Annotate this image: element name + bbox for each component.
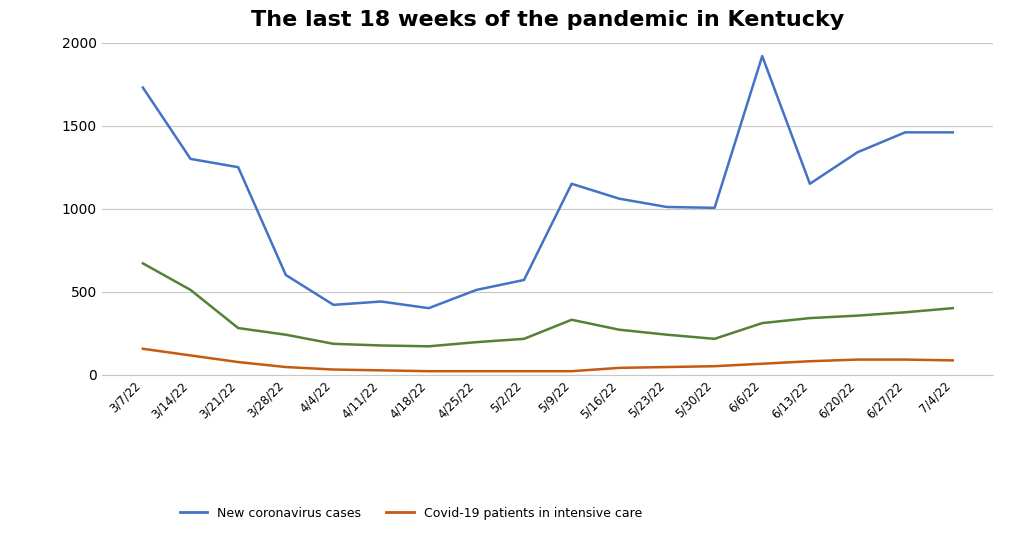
Title: The last 18 weeks of the pandemic in Kentucky: The last 18 weeks of the pandemic in Ken…	[251, 10, 845, 30]
